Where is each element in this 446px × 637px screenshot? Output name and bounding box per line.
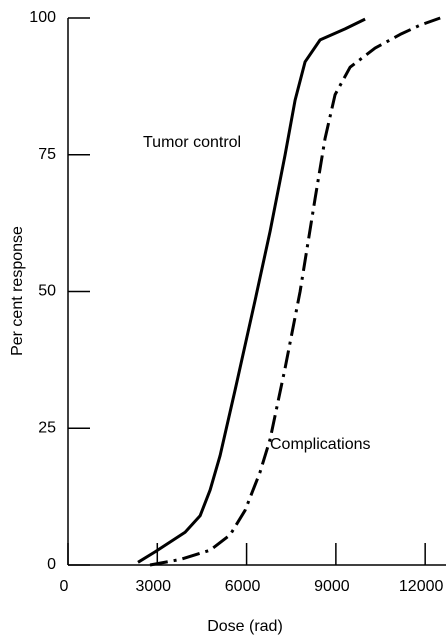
y-tick-label: 0 (47, 556, 56, 573)
y-tick-label: 100 (29, 9, 56, 26)
x-tick-label: 0 (60, 578, 69, 595)
x-tick-label: 3000 (135, 578, 171, 595)
x-tick-label: 12000 (399, 578, 444, 595)
data-line (137, 17, 366, 564)
data-line (149, 16, 441, 567)
x-tick-label: 6000 (225, 578, 261, 595)
y-tick-label: 50 (38, 283, 56, 300)
y-axis-label: Per cent response (9, 226, 26, 356)
curve-label: Complications (270, 436, 370, 453)
y-tick-label: 25 (38, 419, 56, 436)
y-tick-label: 75 (38, 146, 56, 163)
x-tick-label: 9000 (314, 578, 350, 595)
x-axis-label: Dose (rad) (207, 618, 283, 635)
curve-label: Tumor control (143, 134, 241, 151)
